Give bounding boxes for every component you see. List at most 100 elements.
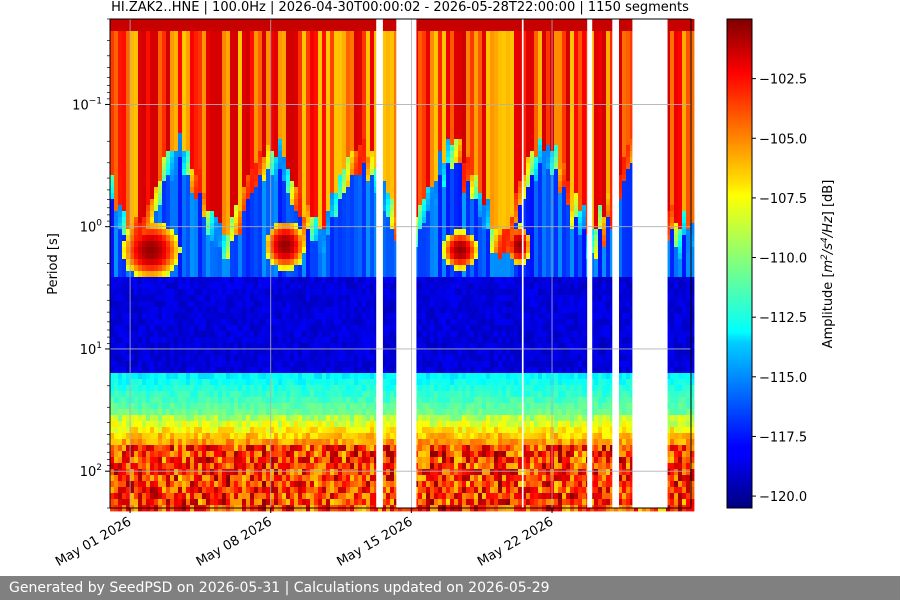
heatmap-cell [202, 19, 207, 26]
heatmap-cell [118, 385, 123, 392]
heatmap-cell [306, 439, 311, 446]
heatmap-cell [350, 223, 355, 230]
heatmap-cell [114, 265, 119, 272]
heatmap-cell [214, 25, 219, 32]
heatmap-cell [346, 199, 351, 206]
heatmap-cell [294, 427, 299, 434]
heatmap-cell [250, 409, 255, 416]
heatmap-cell [206, 427, 211, 434]
heatmap-cell [298, 169, 303, 176]
heatmap-cell [170, 301, 175, 308]
heatmap-cell [138, 103, 143, 110]
heatmap-cell [226, 343, 231, 350]
heatmap-cell [274, 223, 279, 230]
heatmap-cell [202, 73, 207, 80]
heatmap-cell [242, 19, 247, 26]
heatmap-cell [166, 319, 171, 326]
heatmap-cell [130, 271, 135, 278]
heatmap-cell [310, 115, 315, 122]
heatmap-cell [234, 463, 239, 470]
heatmap-cell [270, 391, 275, 398]
heatmap-cell [134, 457, 139, 464]
heatmap-cell [202, 463, 207, 470]
heatmap-cell [138, 361, 143, 368]
heatmap-cell [306, 223, 311, 230]
heatmap-cell [126, 79, 131, 86]
heatmap-cell [302, 313, 307, 320]
heatmap-cell [286, 415, 291, 422]
heatmap-cell [190, 181, 195, 188]
heatmap-cell [334, 73, 339, 80]
heatmap-cell [258, 367, 263, 374]
heatmap-cell [202, 295, 207, 302]
heatmap-cell [194, 97, 199, 104]
heatmap-cell [238, 349, 243, 356]
heatmap-cell [170, 103, 175, 110]
heatmap-cell [262, 493, 267, 500]
heatmap-cell [214, 487, 219, 494]
heatmap-cell [310, 61, 315, 68]
heatmap-cell [142, 181, 147, 188]
heatmap-cell [198, 205, 203, 212]
heatmap-cell [190, 151, 195, 158]
heatmap-cell [302, 475, 307, 482]
heatmap-cell [190, 271, 195, 278]
heatmap-cell [202, 193, 207, 200]
heatmap-cell [278, 337, 283, 344]
heatmap-cell [114, 487, 119, 494]
heatmap-cell [170, 115, 175, 122]
heatmap-cell [138, 229, 143, 236]
heatmap-cell [214, 37, 219, 44]
heatmap-cell [270, 373, 275, 380]
heatmap-cell [138, 193, 143, 200]
heatmap-cell [306, 475, 311, 482]
heatmap-cell [326, 355, 331, 362]
heatmap-cell [170, 469, 175, 476]
heatmap-cell [198, 103, 203, 110]
heatmap-cell [142, 187, 147, 194]
heatmap-cell [242, 301, 247, 308]
heatmap-cell [330, 247, 335, 254]
heatmap-cell [346, 481, 351, 488]
heatmap-cell [134, 121, 139, 128]
heatmap-cell [198, 253, 203, 260]
heatmap-cell [334, 415, 339, 422]
heatmap-cell [330, 67, 335, 74]
heatmap-cell [182, 199, 187, 206]
heatmap-cell [130, 391, 135, 398]
heatmap-cell [322, 217, 327, 224]
heatmap-cell [290, 319, 295, 326]
heatmap-cell [282, 145, 287, 152]
heatmap-cell [154, 283, 159, 290]
heatmap-cell [202, 127, 207, 134]
heatmap-cell [242, 211, 247, 218]
heatmap-cell [330, 385, 335, 392]
heatmap-cell [242, 397, 247, 404]
heatmap-cell [342, 475, 347, 482]
heatmap-cell [326, 73, 331, 80]
heatmap-cell [350, 349, 355, 356]
heatmap-cell [286, 283, 291, 290]
heatmap-cell [314, 121, 319, 128]
heatmap-cell [110, 55, 115, 62]
heatmap-cell [122, 157, 127, 164]
heatmap-cell [122, 313, 127, 320]
heatmap-cell [326, 157, 331, 164]
heatmap-cell [174, 451, 179, 458]
heatmap-cell [118, 19, 123, 26]
heatmap-cell [170, 457, 175, 464]
heatmap-cell [146, 313, 151, 320]
heatmap-cell [134, 157, 139, 164]
heatmap-cell [122, 187, 127, 194]
heatmap-cell [178, 19, 183, 26]
heatmap-cell [178, 217, 183, 224]
heatmap-cell [302, 385, 307, 392]
heatmap-cell [210, 409, 215, 416]
heatmap-cell [278, 187, 283, 194]
heatmap-cell [294, 25, 299, 32]
heatmap-cell [202, 49, 207, 56]
heatmap-cell [146, 79, 151, 86]
heatmap-cell [310, 253, 315, 260]
heatmap-cell [330, 469, 335, 476]
heatmap-cell [334, 175, 339, 182]
